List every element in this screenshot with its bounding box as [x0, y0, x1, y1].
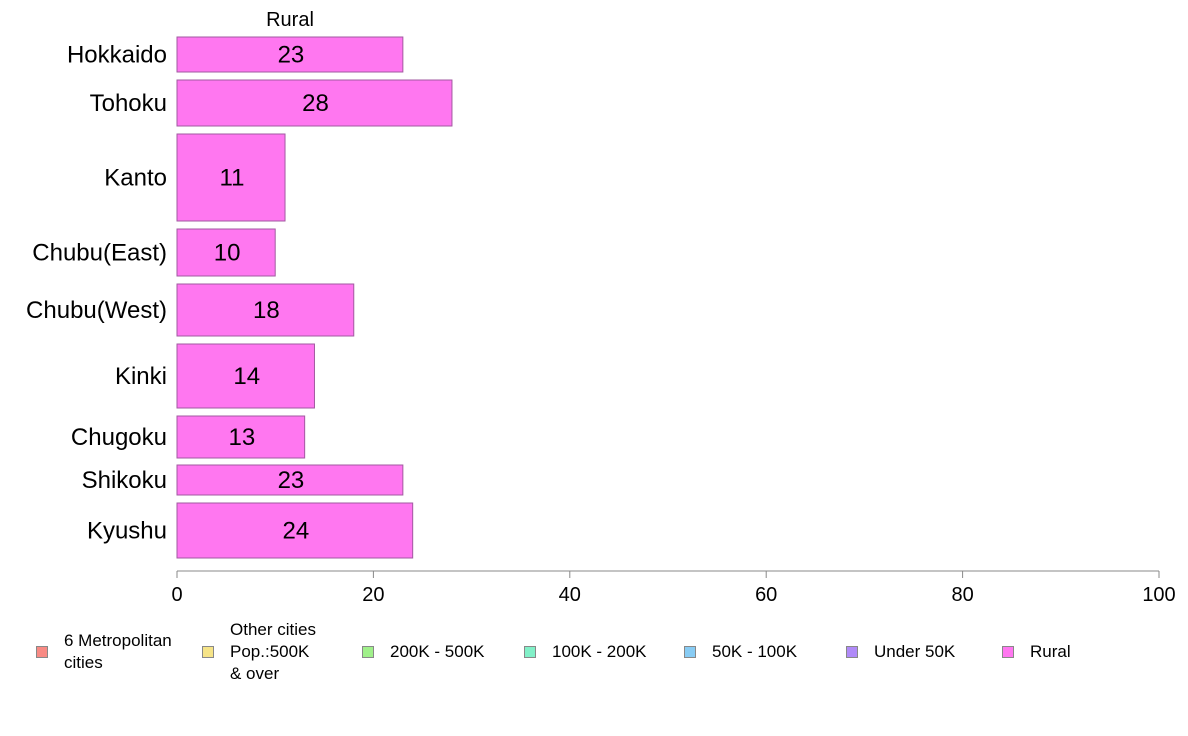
- data-label: 13: [228, 424, 255, 451]
- bar-chart: Rural Hokkaido 23 Tohoku 28 Kanto 11 Chubu(Eas…: [26, 9, 1176, 606]
- legend-swatch: [36, 646, 48, 658]
- data-label: 18: [253, 297, 280, 324]
- legend-swatch: [202, 646, 214, 658]
- x-tick-label: 20: [362, 584, 384, 606]
- category-label: Chugoku: [71, 424, 167, 451]
- category-label: Kyushu: [87, 518, 167, 545]
- bar: [176, 36, 404, 73]
- legend-label: Under 50K: [874, 642, 956, 661]
- category-label: Chubu(East): [32, 240, 167, 267]
- category-label: Chubu(West): [26, 297, 167, 324]
- data-label: 28: [302, 90, 329, 117]
- panel-title: Rural: [266, 9, 314, 31]
- bar: [176, 464, 404, 496]
- bar: [176, 228, 276, 277]
- bar: [176, 502, 414, 559]
- category-label: Shikoku: [82, 467, 167, 494]
- data-label: 11: [220, 165, 245, 192]
- x-tick-label: 100: [1142, 584, 1175, 606]
- legend-item: 50K - 100K: [684, 618, 797, 686]
- bar: [176, 343, 315, 409]
- legend-item: 6 Metropolitan cities: [36, 618, 172, 686]
- data-label: 23: [278, 467, 305, 494]
- legend-item: Under 50K: [846, 618, 955, 686]
- legend-item: Other cities Pop.:500K & over: [202, 618, 316, 686]
- data-label: 14: [233, 363, 260, 390]
- x-tick-label: 80: [951, 584, 973, 606]
- legend-swatch: [362, 646, 374, 658]
- data-label: 24: [282, 518, 309, 545]
- bar: [176, 133, 286, 222]
- legend-item: 200K - 500K: [362, 618, 485, 686]
- x-tick-label: 40: [559, 584, 581, 606]
- bar: [176, 283, 355, 337]
- legend-label: 6 Metropolitan cities: [64, 631, 172, 672]
- bar: [176, 79, 453, 127]
- legend-label: 200K - 500K: [390, 642, 485, 661]
- category-label: Tohoku: [90, 90, 167, 117]
- legend-label: 50K - 100K: [712, 642, 798, 661]
- legend-item: Rural: [1002, 618, 1071, 686]
- legend-swatch: [1002, 646, 1014, 658]
- legend-label: 100K - 200K: [552, 642, 647, 661]
- category-label: Hokkaido: [67, 42, 167, 69]
- category-label: Kinki: [115, 363, 167, 390]
- bars-group: Hokkaido 23 Tohoku 28 Kanto 11 Chubu(East) 10 Ch…: [26, 36, 453, 559]
- legend-label: Rural: [1030, 642, 1071, 661]
- x-axis: 0 20 40 60 80 100: [171, 570, 1176, 606]
- legend-label: Other cities Pop.:500K & over: [230, 620, 316, 683]
- category-label: Kanto: [104, 165, 167, 192]
- x-tick-label: 60: [755, 584, 777, 606]
- legend-swatch: [524, 646, 536, 658]
- legend: 6 Metropolitan cities Other cities Pop.:5…: [36, 618, 1176, 698]
- legend-item: 100K - 200K: [524, 618, 647, 686]
- legend-swatch: [846, 646, 858, 658]
- legend-swatch: [684, 646, 696, 658]
- data-label: 23: [278, 42, 305, 69]
- data-label: 10: [214, 240, 241, 267]
- x-tick-label: 0: [171, 584, 182, 606]
- bar: [176, 415, 306, 459]
